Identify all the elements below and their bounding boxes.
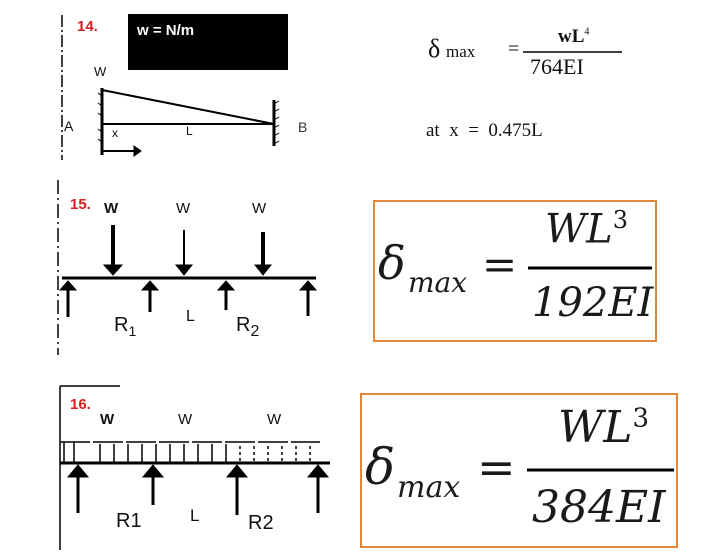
denominator: 384EI [532,482,666,533]
denominator: 192EI [532,280,654,326]
delta-symbol: δ [428,34,441,63]
equals-sign: = [477,440,516,494]
diagram-14 [61,15,280,160]
length-label: L [186,124,193,138]
numerator-text: WL [558,402,633,453]
numerator: wL4 [558,26,589,48]
r1-subscript: 1 [128,323,137,339]
delta-symbol: δ [378,236,406,290]
length-label: L [186,308,195,325]
load-label: W [94,64,107,79]
distributed-load [63,442,311,462]
length-label: L [190,506,200,525]
location-text: at x = 0.475L [426,120,543,141]
support-label-b: B [298,119,308,135]
load-label: W [267,411,282,428]
r1-text: R [114,314,129,336]
equals-sign: = [508,38,520,60]
delta-subscript: max [397,470,461,505]
reaction-label-r1: R1 [116,510,142,532]
numerator-text: WL [545,206,613,253]
equals-sign: = [482,240,518,289]
diagram-15 [57,180,318,355]
load-label: W [176,200,191,217]
reaction-arrows [66,464,330,515]
reaction-arrows [58,280,318,317]
reaction-label-r2: R2 [236,314,259,341]
load-label: W [252,200,267,217]
exponent: 3 [612,206,628,234]
reaction-label-r2: R2 [248,512,274,534]
delta-subscript: max [408,266,468,299]
diagram-16 [59,385,330,550]
denominator: 764EI [530,54,584,79]
load-label: W [178,411,193,428]
load-label: W [104,200,119,217]
problem-number-14: 14. [77,18,98,35]
load-label: W [100,411,115,428]
exponent: 3 [632,403,649,434]
load-definition-box: w = N/m [128,14,288,70]
delta-subscript: max [446,42,476,61]
numerator: WL3 [558,402,649,453]
exponent: 4 [584,26,590,38]
problem-number-15: 15. [70,196,91,213]
numerator-text: wL [558,26,585,47]
r2-subscript: 2 [250,323,260,340]
support-label-a: A [64,118,74,134]
formula-box-15 [373,200,657,342]
numerator: WL3 [545,206,628,252]
r2-text: R [236,314,251,336]
problem-number-16: 16. [70,396,91,413]
reaction-label-r1: R1 [114,314,136,339]
delta-symbol: δ [365,438,396,496]
load-arrows [102,225,273,276]
x-label: x [112,126,118,140]
formula-box-16 [360,393,678,548]
